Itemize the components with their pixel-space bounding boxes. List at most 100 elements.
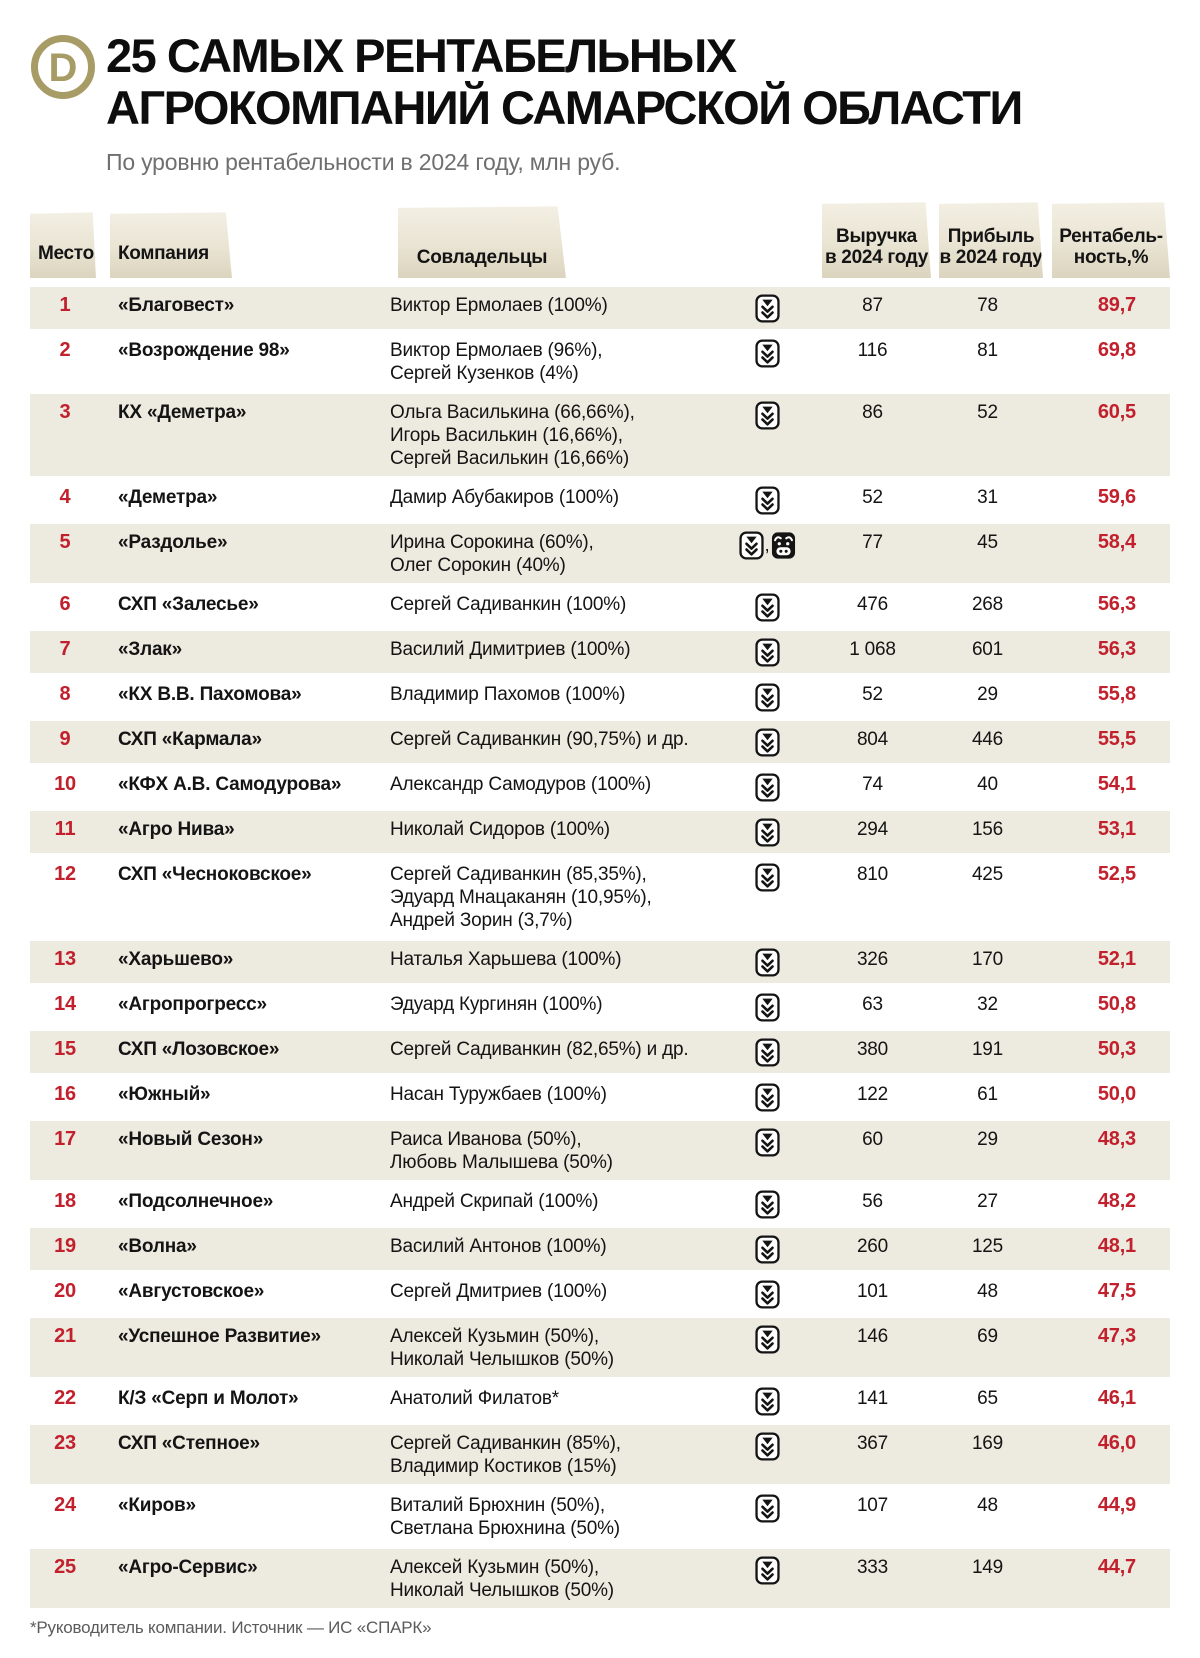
company-cell: «Агропрогресс» [118, 994, 267, 1016]
wheat-icon [755, 638, 780, 667]
column-header-profit-line2: в 2024 году [939, 247, 1043, 269]
margin-cell: 55,5 [1097, 728, 1136, 751]
title-block: 25 САМЫХ РЕНТАБЕЛЬНЫХ АГРОКОМПАНИЙ САМАР… [106, 30, 1023, 176]
owners-cell: Виктор Ермолаев (100%) [390, 294, 720, 323]
profit-cell: 149 [971, 1557, 1004, 1579]
owners-cell: Наталья Харьшева (100%) [390, 948, 720, 977]
owners-cell: Сергей Садиванкин (82,65%) и др. [390, 1038, 720, 1067]
rank-cell: 3 [59, 401, 71, 424]
logo-letter: D [49, 46, 78, 90]
rank-cell: 15 [54, 1038, 76, 1061]
sector-icons-cell [720, 1190, 815, 1219]
revenue-cell: 260 [856, 1236, 889, 1258]
revenue-cell: 122 [856, 1084, 889, 1106]
table-row: 24 «Киров» Виталий Брюхнин (50%), Светлан… [30, 1487, 1170, 1547]
sector-icons-cell [720, 863, 815, 932]
owner-line: Сергей Кузенков (4%) [390, 363, 579, 385]
profit-cell: 32 [977, 994, 998, 1016]
column-header-margin-line1: Рентабель- [1059, 225, 1163, 247]
table-row: 25 «Агро-Сервис» Алексей Кузьмин (50%), Н… [30, 1549, 1170, 1609]
owner-line: Андрей Скрипай (100%) [390, 1191, 599, 1213]
owner-line: Сергей Садиванкин (85%), [390, 1433, 621, 1455]
column-header-margin-line2: ность,% [1073, 247, 1149, 269]
profit-cell: 78 [977, 295, 998, 317]
company-cell: «Деметра» [118, 487, 218, 509]
owner-line: Виктор Ермолаев (96%), [390, 340, 603, 362]
owners-cell: Александр Самодуров (100%) [390, 773, 720, 802]
owners-cell: Сергей Садиванкин (85%), Владимир Костико… [390, 1432, 720, 1478]
profit-cell: 191 [971, 1039, 1004, 1061]
sector-icons-cell [720, 993, 815, 1022]
rank-cell: 9 [59, 728, 71, 751]
margin-cell: 89,7 [1097, 294, 1136, 317]
profit-cell: 29 [977, 1129, 998, 1151]
owners-cell: Николай Сидоров (100%) [390, 818, 720, 847]
sector-icons-cell [720, 339, 815, 385]
margin-cell: 59,6 [1097, 486, 1136, 509]
profit-cell: 268 [971, 594, 1004, 616]
column-header-profit-line1: Прибыль [947, 225, 1035, 247]
owner-line: Ирина Сорокина (60%), [390, 532, 594, 554]
table-row: 11 «Агро Нива» Николай Сидоров (100%) 29… [30, 811, 1170, 854]
margin-cell: 54,1 [1097, 773, 1136, 796]
company-cell: СХП «Кармала» [118, 729, 262, 751]
owner-line: Виталий Брюхнин (50%), [390, 1495, 605, 1517]
sector-icons-cell [720, 638, 815, 667]
rank-cell: 1 [59, 294, 71, 317]
table-row: 18 «Подсолнечное» Андрей Скрипай (100%) … [30, 1183, 1170, 1226]
table-row: 5 «Раздолье» Ирина Сорокина (60%), Олег С… [30, 524, 1170, 584]
owner-line: Владимир Пахомов (100%) [390, 684, 626, 706]
table-row: 22 К/З «Серп и Молот» Анатолий Филатов* … [30, 1380, 1170, 1423]
sector-icons-cell [720, 1387, 815, 1416]
table-row: 13 «Харьшево» Наталья Харьшева (100%) 32… [30, 941, 1170, 984]
owner-line: Алексей Кузьмин (50%), [390, 1557, 599, 1579]
wheat-icon [755, 683, 780, 712]
company-cell: КХ «Деметра» [118, 402, 247, 424]
owners-cell: Эдуард Кургинян (100%) [390, 993, 720, 1022]
wheat-icon [755, 593, 780, 622]
column-header-revenue-line2: в 2024 году [824, 247, 929, 269]
table-row: 8 «КХ В.В. Пахомова» Владимир Пахомов (1… [30, 676, 1170, 719]
wheat-icon [755, 993, 780, 1022]
owner-line: Анатолий Филатов* [390, 1388, 559, 1410]
wheat-icon [755, 1235, 780, 1264]
rank-cell: 2 [59, 339, 71, 362]
margin-cell: 56,3 [1097, 593, 1136, 616]
company-cell: К/З «Серп и Молот» [118, 1388, 299, 1410]
revenue-cell: 804 [856, 729, 889, 751]
rank-cell: 10 [54, 773, 76, 796]
rank-cell: 17 [54, 1128, 76, 1151]
profit-cell: 125 [971, 1236, 1004, 1258]
margin-cell: 50,3 [1097, 1038, 1136, 1061]
company-cell: «Агро Нива» [118, 819, 235, 841]
margin-cell: 46,0 [1097, 1432, 1136, 1455]
footnote: *Руководитель компании. Источник — ИС «С… [30, 1618, 432, 1638]
sector-icons-cell [720, 818, 815, 847]
revenue-cell: 1 068 [849, 639, 896, 661]
rank-cell: 12 [54, 863, 76, 886]
owner-line: Сергей Садиванкин (85,35%), [390, 864, 647, 886]
margin-cell: 44,7 [1097, 1556, 1136, 1579]
wheat-icon [755, 1432, 780, 1461]
owner-line: Ольга Василькина (66,66%), [390, 402, 635, 424]
sector-icons-cell [720, 1494, 815, 1540]
owners-cell: Сергей Садиванкин (90,75%) и др. [390, 728, 720, 757]
margin-cell: 60,5 [1097, 401, 1136, 424]
rank-cell: 23 [54, 1432, 76, 1455]
table-row: 1 «Благовест» Виктор Ермолаев (100%) 87 … [30, 287, 1170, 330]
rank-cell: 6 [59, 593, 71, 616]
sector-icons-cell [720, 294, 815, 323]
rank-cell: 18 [54, 1190, 76, 1213]
sector-icons-cell [720, 1128, 815, 1174]
revenue-cell: 87 [862, 295, 883, 317]
owner-line: Николай Челышков (50%) [390, 1349, 614, 1371]
owners-cell: Раиса Иванова (50%), Любовь Малышева (50%… [390, 1128, 720, 1174]
profit-cell: 40 [977, 774, 998, 796]
rank-cell: 24 [54, 1494, 76, 1517]
owner-line: Олег Сорокин (40%) [390, 555, 566, 577]
owner-line: Насан Туружбаев (100%) [390, 1084, 607, 1106]
company-cell: СХП «Залесье» [118, 594, 259, 616]
margin-cell: 50,0 [1097, 1083, 1136, 1106]
table-row: 9 СХП «Кармала» Сергей Садиванкин (90,75… [30, 721, 1170, 764]
